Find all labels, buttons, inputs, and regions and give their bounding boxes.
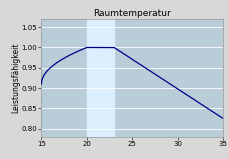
Title: Raumtemperatur: Raumtemperatur: [93, 9, 170, 18]
Y-axis label: Leistungsfähigkeit: Leistungsfähigkeit: [11, 43, 20, 113]
Bar: [87, 19, 114, 137]
